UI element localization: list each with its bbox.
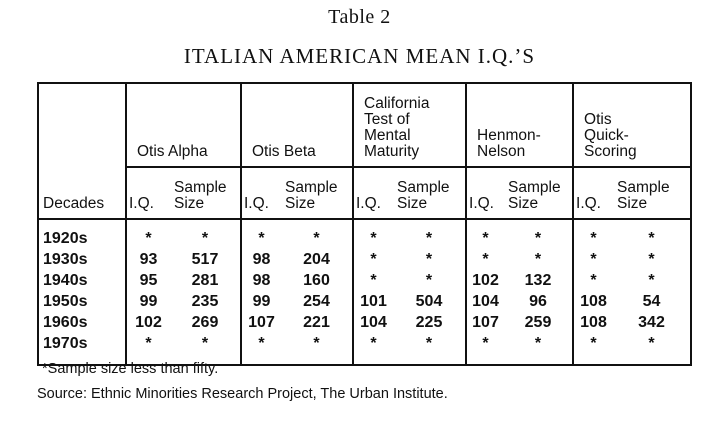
source-note: Source: Ethnic Minorities Research Proje… — [37, 386, 448, 402]
data-cell: 101 — [352, 291, 393, 312]
data-cell: * — [534, 229, 542, 247]
data-cell: 102 — [125, 312, 170, 333]
data-cell: * — [648, 229, 655, 247]
data-cell: 102 — [465, 270, 505, 291]
data-row: 1920s * * * * * * * * * * — [38, 219, 691, 249]
data-cell: 254 — [303, 292, 330, 310]
data-cell: * — [201, 229, 209, 247]
data-cell: 99 — [240, 291, 281, 312]
decade-label: 1960s — [43, 313, 88, 331]
table-title: ITALIAN AMERICAN MEAN I.Q.’S — [183, 44, 536, 68]
data-cell: 160 — [303, 271, 330, 289]
data-cell: * — [465, 219, 505, 249]
column-header: Sample Size — [504, 167, 574, 220]
data-table: Decades Otis Alpha Otis Beta California Tes… — [37, 82, 693, 366]
data-cell: * — [572, 219, 614, 249]
data-cell: 132 — [524, 271, 552, 289]
data-cell: * — [313, 229, 320, 247]
data-cell: * — [465, 249, 505, 270]
data-cell: 342 — [638, 313, 665, 331]
data-cell: 104 — [465, 291, 505, 312]
data-cell: 104 — [352, 312, 393, 333]
data-cell: * — [125, 219, 170, 249]
table-number: Table 2 — [328, 6, 391, 28]
data-cell: * — [125, 333, 170, 365]
data-cell: 93 — [125, 249, 170, 270]
data-cell: * — [240, 333, 281, 365]
data-cell: 95 — [125, 270, 170, 291]
data-row: 1930s 93 517 98 204 * * * * * * — [38, 249, 691, 270]
column-header: Sample Size — [613, 167, 692, 220]
data-cell: * — [425, 229, 433, 247]
data-cell: * — [425, 334, 433, 352]
column-header: Sample Size — [281, 167, 353, 220]
data-cell: * — [648, 250, 655, 268]
column-header: I.Q. — [240, 167, 281, 220]
data-cell: 504 — [415, 292, 443, 310]
data-cell: * — [572, 249, 614, 270]
data-cell: 517 — [191, 250, 219, 268]
decade-label: 1950s — [43, 292, 88, 310]
data-cell: * — [648, 271, 655, 289]
data-cell: * — [425, 250, 433, 268]
column-header: Sample Size — [170, 167, 241, 220]
data-cell: * — [352, 249, 393, 270]
data-cell: 269 — [191, 313, 219, 331]
group-header: Otis Beta — [240, 83, 353, 168]
decade-label: 1940s — [43, 271, 88, 289]
decade-label: 1920s — [43, 229, 88, 247]
data-cell: 107 — [240, 312, 281, 333]
data-cell: * — [313, 334, 320, 352]
data-cell: * — [534, 250, 542, 268]
data-cell: 235 — [191, 292, 219, 310]
data-cell: * — [352, 333, 393, 365]
group-header: Otis Quick- Scoring — [572, 83, 692, 168]
data-cell: * — [572, 270, 614, 291]
data-cell: * — [465, 333, 505, 365]
data-cell: 99 — [125, 291, 170, 312]
group-header-row: Decades Otis Alpha Otis Beta California Tes… — [38, 83, 692, 220]
data-cell: * — [572, 333, 614, 365]
footnote: *Sample size less than fifty. — [42, 361, 219, 377]
column-header: I.Q. — [465, 167, 505, 220]
data-cell: 281 — [191, 271, 219, 289]
data-cell: 225 — [415, 313, 443, 331]
decade-label: 1970s — [43, 334, 88, 352]
column-header: Sample Size — [393, 167, 467, 220]
column-header-row: I.Q. Sample Size I.Q. Sample Size I.Q. Sample… — [38, 167, 692, 220]
data-row: 1970s * * * * * * * * * * — [38, 333, 691, 365]
corner-header: Decades — [38, 83, 126, 220]
decade-label: 1930s — [43, 250, 88, 268]
data-cell: * — [201, 334, 209, 352]
data-cell: 98 — [240, 249, 281, 270]
data-cell: 96 — [529, 292, 547, 310]
data-cell: * — [240, 219, 281, 249]
data-row: 1950s 99 235 99 254 101 504 104 96 108 54 — [38, 291, 691, 312]
data-cell: * — [534, 334, 542, 352]
data-cell: * — [352, 219, 393, 249]
group-header: Otis Alpha — [125, 83, 241, 168]
data-cell: 107 — [465, 312, 505, 333]
data-cell: 204 — [303, 250, 330, 268]
data-cell: 221 — [303, 313, 330, 331]
data-row: 1940s 95 281 98 160 * * 102 132 * * — [38, 270, 691, 291]
column-header: I.Q. — [572, 167, 614, 220]
column-header: I.Q. — [352, 167, 393, 220]
data-cell: 54 — [642, 292, 661, 310]
data-row: 1960s 102 269 107 221 104 225 107 259 108 342 — [38, 312, 691, 333]
data-cell: * — [425, 271, 433, 289]
data-cell: * — [648, 334, 655, 352]
column-header: I.Q. — [125, 167, 170, 220]
group-header: Henmon- Nelson — [465, 83, 574, 168]
data-cell: 98 — [240, 270, 281, 291]
data-cell: 108 — [572, 312, 614, 333]
data-cell: 259 — [524, 313, 552, 331]
data-cell: 108 — [572, 291, 614, 312]
table-body: Decades Otis Alpha Otis Beta California Tes… — [38, 83, 692, 365]
group-header: California Test of Mental Maturity — [351, 83, 467, 168]
data-cell: * — [352, 270, 393, 291]
